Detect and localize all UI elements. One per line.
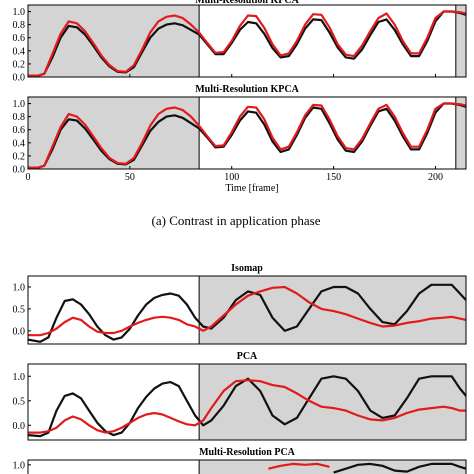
panel-title: Multi-Resolution KPCA	[195, 84, 299, 95]
plot-area	[28, 5, 466, 77]
y-tick-label: 0.5	[13, 396, 26, 407]
plot-frame	[27, 275, 467, 345]
y-tick-label: 0.0	[13, 421, 26, 432]
y-tick-label: 1.0	[13, 7, 26, 18]
panel-title: Isomap	[231, 263, 263, 274]
plot-frame	[27, 96, 467, 170]
panel-title: Multi-Resolution KPCA	[195, 0, 299, 6]
y-tick-label: 0.0	[13, 165, 26, 176]
x-axis-label: Time [frame]	[225, 183, 278, 194]
plot-frame	[27, 363, 467, 441]
y-tick-label: 1.0	[13, 99, 26, 110]
plot-frame	[27, 4, 467, 78]
y-tick-label: 0.6	[13, 125, 26, 136]
y-tick-label: 1.0	[13, 282, 26, 293]
y-tick-label: 1.0	[13, 460, 26, 471]
y-tick-label: 0.8	[13, 112, 26, 123]
series-line-1	[28, 375, 466, 438]
y-tick-label: 1.0	[13, 372, 26, 383]
plot-area	[28, 97, 466, 169]
shaded-region	[455, 97, 466, 169]
y-tick-label: 0.2	[13, 151, 26, 162]
y-tick-label: 0.4	[13, 46, 26, 57]
y-tick-label: 0.6	[13, 33, 26, 44]
series-line-2	[28, 10, 466, 77]
panel-title: PCA	[237, 351, 258, 362]
x-tick-label: 50	[125, 172, 135, 183]
panel-b1: 0.0 0.5 1.0 Isomap	[13, 263, 467, 345]
y-tick-label: 0.0	[13, 73, 26, 84]
shaded-region	[455, 5, 466, 77]
panel-b3: 1.0 Multi-Resolution PCA	[13, 447, 467, 474]
shaded-region	[199, 460, 466, 474]
series-line-2	[268, 462, 330, 470]
y-tick-label: 0.5	[13, 304, 26, 315]
x-tick-label: 0	[26, 172, 31, 183]
plot-area	[198, 460, 466, 474]
x-tick-label: 100	[224, 172, 239, 183]
series-line-1	[28, 10, 466, 77]
y-tick-label: 0.8	[13, 20, 26, 31]
series-line-1	[28, 283, 466, 343]
series-line-2	[28, 285, 466, 337]
series-line-2	[28, 102, 466, 169]
y-tick-label: 0.4	[13, 138, 26, 149]
x-tick-label: 150	[326, 172, 341, 183]
y-tick-label: 0.2	[13, 59, 26, 70]
panel-b2: 0.0 0.5 1.0 PCA	[13, 351, 467, 441]
panel-a1: 0.0 0.2 0.4 0.6 0.8 1.0 Multi-Resolution KPCA	[13, 0, 467, 84]
panel-a2: 0.0 0.2 0.4 0.6 0.8 1.0 0 50 100 150 200 Multi-Reso…	[13, 84, 467, 183]
plot-area	[28, 276, 466, 344]
series-line-1	[28, 102, 466, 169]
plot-area	[28, 364, 466, 440]
x-tick-label: 200	[428, 172, 443, 183]
figure-caption: (a) Contrast in application phase	[152, 213, 321, 228]
plot-frame	[27, 459, 467, 474]
series-line-2	[28, 379, 466, 434]
panel-title: Multi-Resolution PCA	[199, 447, 296, 458]
y-tick-label: 0.0	[13, 326, 26, 337]
series-line-1	[333, 462, 466, 474]
